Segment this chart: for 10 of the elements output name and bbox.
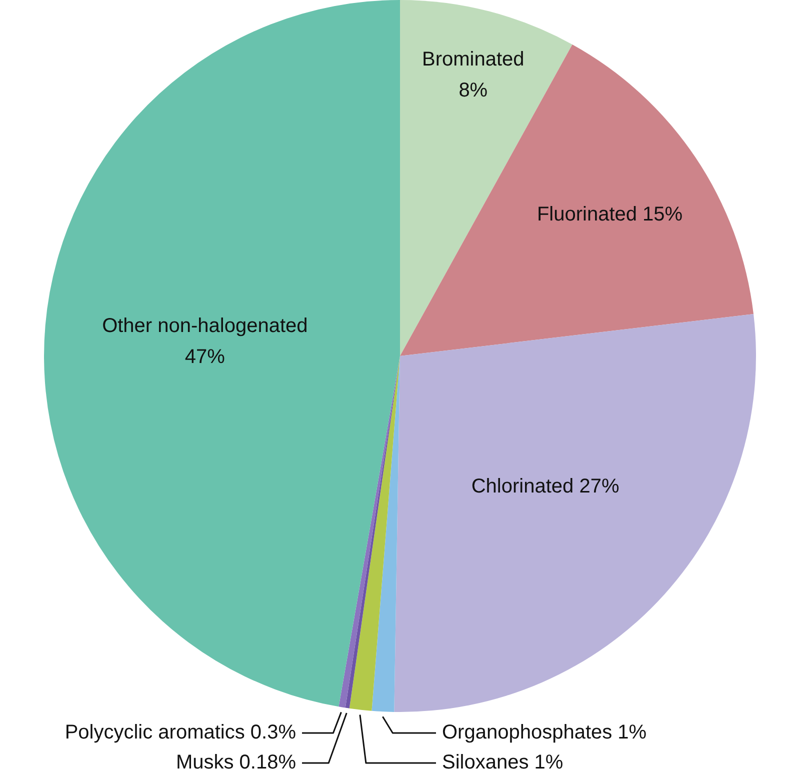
slice-label: Other non-halogenated — [102, 315, 308, 338]
slice-label: Chlorinated 27% — [471, 476, 620, 498]
slice-label: Brominated — [422, 48, 524, 71]
slice-label: Fluorinated 15% — [536, 203, 683, 226]
slice-label: Polycyclic aromatics 0.3% — [64, 721, 296, 744]
slice-label: Siloxanes 1% — [442, 751, 564, 774]
slice-label: Organophosphates 1% — [442, 721, 647, 744]
data-label: 47% — [184, 346, 226, 368]
slice-label: Musks 0.18% — [176, 751, 296, 774]
data-label: 8% — [458, 80, 488, 102]
